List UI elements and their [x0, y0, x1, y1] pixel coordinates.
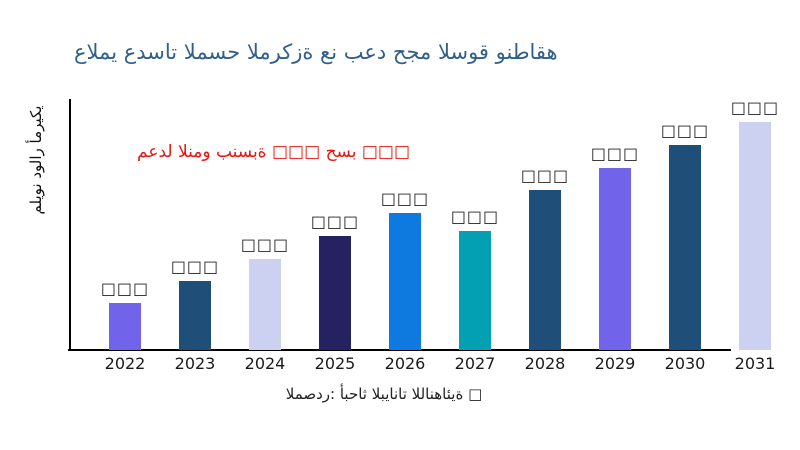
- bar-2022: [109, 303, 141, 350]
- bar-value-label: □□□: [310, 212, 360, 231]
- x-tick-label-2029: 2029: [594, 354, 636, 373]
- x-tick-label-2031: 2031: [734, 354, 776, 373]
- bar-2025: [319, 236, 351, 350]
- bar-value-label: □□□: [590, 144, 640, 163]
- bar-2024: [249, 259, 281, 350]
- x-tick-label-2022: 2022: [104, 354, 146, 373]
- bar-value-label: □□□: [240, 235, 290, 254]
- x-tick-label-2026: 2026: [384, 354, 426, 373]
- bar-2031: [739, 122, 771, 350]
- x-tick-label-2024: 2024: [244, 354, 286, 373]
- source-note: المصدر: أبحاث البيانات اللانهائية □: [285, 385, 483, 403]
- x-axis-line: [68, 349, 731, 351]
- bar-2030: [669, 145, 701, 350]
- bar-value-label: □□□: [170, 257, 220, 276]
- x-tick-label-2027: 2027: [454, 354, 496, 373]
- growth-rate-annotation: معدل النمو بنسبة □□□ حسب □□□: [137, 142, 411, 162]
- bar-2023: [179, 281, 211, 350]
- bar-value-label: □□□: [100, 279, 150, 298]
- bar-value-label: □□□: [450, 207, 500, 226]
- bar-value-label: □□□: [730, 98, 780, 117]
- bar-value-label: □□□: [660, 121, 710, 140]
- bar-2027: [459, 231, 491, 350]
- x-tick-label-2025: 2025: [314, 354, 356, 373]
- bar-value-label: □□□: [380, 189, 430, 208]
- bar-2029: [599, 168, 631, 350]
- chart-title: عالمي عدسات المسح المركزة عن بعد حجم الس…: [74, 40, 558, 64]
- bar-value-label: □□□: [520, 166, 570, 185]
- bar-2026: [389, 213, 421, 350]
- bar-2028: [529, 190, 561, 350]
- x-tick-label-2023: 2023: [174, 354, 216, 373]
- y-axis-line: [69, 99, 71, 351]
- x-tick-label-2030: 2030: [664, 354, 706, 373]
- x-tick-label-2028: 2028: [524, 354, 566, 373]
